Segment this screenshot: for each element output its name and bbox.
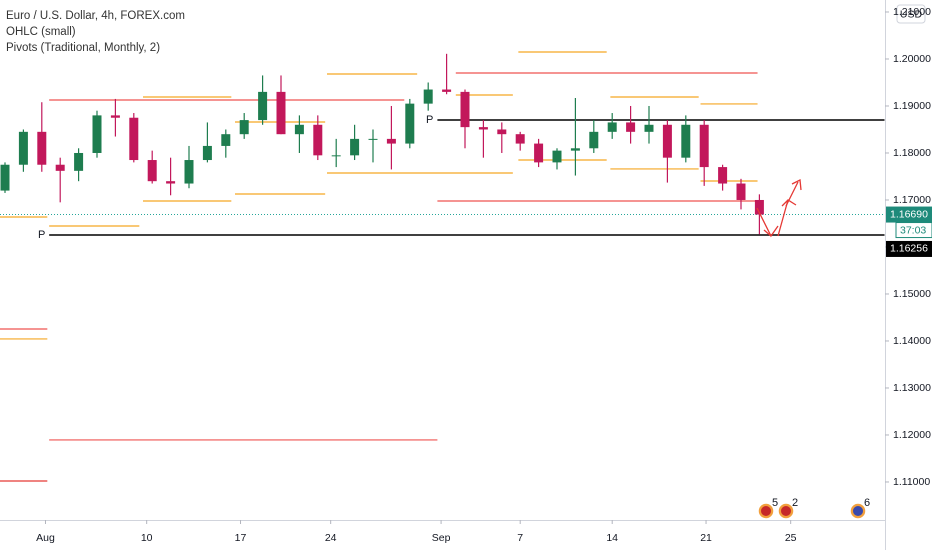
y-tick-label: 1.13000 [893, 382, 931, 394]
candle-body [258, 91, 268, 121]
button-frame[interactable] [896, 4, 926, 24]
pivot-letter: P [426, 114, 433, 126]
countdown-label: 37:03 [900, 224, 926, 236]
drawing-arrows [756, 178, 802, 238]
x-tick-label: 24 [325, 532, 337, 544]
candle-body [294, 124, 304, 135]
candle-body [313, 124, 323, 156]
legend-title: Euro / U.S. Dollar, 4h, FOREX.com [6, 10, 185, 22]
candle-body [515, 134, 525, 144]
candle-body [699, 124, 709, 168]
pivot-price-label: 1.16256 [890, 243, 928, 255]
candle-body [239, 120, 249, 135]
candle-body [110, 115, 120, 118]
plot: PP [0, 51, 885, 482]
event-icon-inner [761, 506, 771, 516]
candle-body [718, 167, 728, 184]
candle-body [589, 131, 599, 149]
candle-body [681, 124, 691, 158]
candle-body [368, 138, 378, 140]
x-tick-label: 7 [517, 532, 523, 544]
candle-body [92, 115, 102, 153]
candle-body [147, 160, 157, 182]
candle-body [754, 199, 764, 215]
candle-body [644, 124, 654, 132]
y-tick-label: 1.14000 [893, 335, 931, 347]
y-tick-label: 1.12000 [893, 429, 931, 441]
candle-body [276, 91, 286, 135]
x-tick-label: 25 [785, 532, 797, 544]
candle-body [386, 138, 396, 144]
x-tick-label: 14 [606, 532, 618, 544]
arrow [763, 229, 772, 237]
candle-body [166, 181, 176, 184]
y-tick-label: 1.17000 [893, 194, 931, 206]
candle-body [552, 150, 562, 163]
candle-body [405, 103, 415, 144]
event-icon-inner [781, 506, 791, 516]
last-price-box [886, 206, 932, 223]
candle-body [497, 129, 507, 135]
y-tick-label: 1.15000 [893, 288, 931, 300]
candle-body [37, 131, 47, 165]
y-tick-label: 1.11000 [893, 476, 930, 488]
y-tick-label: 1.19000 [893, 100, 931, 112]
candle-body [626, 122, 636, 132]
candle-body [736, 183, 746, 200]
event-icon-inner [853, 506, 863, 516]
x-tick-label: Sep [432, 532, 451, 544]
countdown-box [895, 222, 932, 239]
candle-body [478, 127, 488, 130]
candle-body [129, 117, 139, 161]
event-count: 6 [864, 497, 870, 509]
currency-button[interactable]: USD [896, 4, 926, 24]
candle-body [607, 122, 617, 132]
candle-body [0, 164, 10, 191]
x-tick-label: Aug [36, 532, 55, 544]
arrow [785, 178, 802, 207]
candle-body [534, 143, 544, 163]
y-tick-label: 1.20000 [893, 53, 931, 65]
candle-body [570, 148, 580, 151]
candle-body [18, 131, 28, 165]
candle-body [331, 155, 341, 157]
legend-line: Pivots (Traditional, Monthly, 2) [6, 42, 160, 54]
legend-line: OHLC (small) [6, 26, 76, 38]
currency-label[interactable]: USD [900, 8, 923, 20]
y-tick-label: 1.18000 [893, 147, 931, 159]
pivot-letter: P [38, 229, 45, 241]
candle-body [460, 91, 470, 128]
candle-body [74, 152, 84, 171]
y-tick-label: 1.21000 [893, 6, 931, 18]
candle-body [442, 89, 452, 92]
candle-body [55, 164, 65, 171]
pivot-price-box [886, 240, 932, 257]
candle-body [184, 160, 194, 184]
x-tick-label: 10 [141, 532, 153, 544]
x-tick-label: 17 [235, 532, 247, 544]
event-count: 2 [792, 497, 798, 509]
candle-body [202, 145, 212, 161]
candle-body [350, 138, 360, 156]
candle-body [662, 124, 672, 158]
candle-body [423, 89, 433, 104]
last-price-label: 1.16690 [890, 208, 928, 220]
x-tick-label: 21 [700, 532, 712, 544]
candle-body [221, 134, 231, 146]
event-count: 5 [772, 497, 778, 509]
